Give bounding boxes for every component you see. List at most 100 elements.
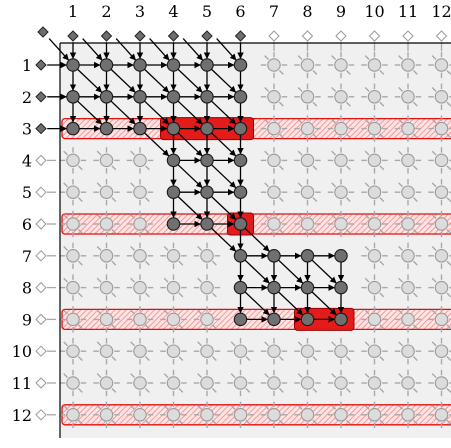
column-label-12: 12 <box>431 2 451 21</box>
node-r11-c11 <box>401 376 415 390</box>
spoke-r3c12-5 <box>446 133 451 139</box>
spoke-r8c1-5 <box>77 292 83 298</box>
edge-r3c5-r4c6 <box>211 132 237 157</box>
node-r10-c2 <box>99 344 114 358</box>
node-r9-c9 <box>334 312 348 327</box>
node-r6-c3 <box>133 217 147 231</box>
spoke-r6c12-2 <box>431 214 437 220</box>
node-r7-c4 <box>166 249 181 263</box>
node-r6-c6 <box>233 217 248 231</box>
node-r8-c11 <box>401 280 415 295</box>
spoke-r12c7-5 <box>278 419 284 425</box>
spoke-r8c11-2 <box>398 277 404 283</box>
spoke-r11c11-2 <box>398 373 404 379</box>
node-r5-c4 <box>166 185 181 199</box>
node-r5-c12 <box>434 185 449 199</box>
spoke-r10c3-5 <box>144 356 150 362</box>
spoke-r11c2-2 <box>96 373 102 379</box>
source-top-col-7 <box>268 30 280 42</box>
source-left-row-2 <box>35 91 47 103</box>
spoke-r1c7-2 <box>264 55 270 61</box>
column-label-7: 7 <box>269 2 279 21</box>
node-r4-c5 <box>200 153 214 168</box>
spoke-r1c10-2 <box>364 55 370 61</box>
node-r4-c8 <box>300 153 315 168</box>
spoke-r9c1-2 <box>63 309 69 315</box>
spoke-r8c5-2 <box>197 277 203 283</box>
node-r11-c8 <box>300 376 315 390</box>
spoke-r8c10-2 <box>364 277 370 283</box>
edge-r2c5-r3c6 <box>211 100 237 125</box>
node-r11-c2 <box>99 376 114 390</box>
spoke-r9c4-5 <box>178 324 184 330</box>
spoke-r11c8-2 <box>297 373 303 379</box>
spoke-r12c4-5 <box>178 419 184 425</box>
node-r9-c3 <box>133 312 147 327</box>
node-r9-c6 <box>233 312 248 327</box>
spoke-r6c2-2 <box>96 214 102 220</box>
spoke-r7c1-2 <box>63 245 69 251</box>
source-diag-c2 <box>82 38 103 61</box>
source-diag-c4 <box>149 38 170 61</box>
spoke-r12c3-2 <box>130 404 136 410</box>
node-r9-c10 <box>367 312 382 327</box>
spoke-r1c11-5 <box>412 69 418 75</box>
spoke-r11c12-5 <box>446 387 451 393</box>
node-r11-c1 <box>66 376 80 390</box>
node-r2-c4 <box>166 90 181 104</box>
spoke-r5c12-2 <box>431 182 437 188</box>
node-r7-c12 <box>434 249 449 263</box>
edge-r8c7-r9c8 <box>278 291 304 316</box>
node-r10-c9 <box>334 344 348 358</box>
node-r10-c7 <box>267 344 281 358</box>
spoke-r5c11-5 <box>412 197 418 203</box>
spoke-r10c8-2 <box>297 341 303 347</box>
node-r1-c10 <box>367 58 382 72</box>
source-diag-c3 <box>115 38 136 61</box>
spoke-r4c3-5 <box>144 165 150 171</box>
edge-r3c3-r4c4 <box>144 132 170 157</box>
spoke-r6c1-5 <box>77 228 83 234</box>
node-r6-c5 <box>200 217 214 231</box>
spoke-r12c6-2 <box>230 404 236 410</box>
spoke-r9c1-5 <box>77 324 83 330</box>
row-label-5: 5 <box>22 183 32 202</box>
spoke-r3c12-2 <box>431 118 437 124</box>
node-r2-c3 <box>133 90 147 104</box>
spoke-r12c8-5 <box>312 419 318 425</box>
spoke-r10c8-5 <box>312 356 318 362</box>
node-r6-c4 <box>166 217 181 231</box>
grid-background <box>60 43 451 438</box>
spoke-r8c10-5 <box>379 292 385 298</box>
spoke-r7c12-2 <box>431 245 437 251</box>
spoke-r8c11-5 <box>412 292 418 298</box>
spoke-r8c12-2 <box>431 277 437 283</box>
edge-r1c2-r2c3 <box>110 68 136 93</box>
spoke-r2c8-5 <box>312 101 318 107</box>
edge-r6c5-r7c6 <box>211 227 237 252</box>
source-diag-c5 <box>182 38 203 61</box>
spoke-r10c1-2 <box>63 341 69 347</box>
spoke-r10c6-2 <box>230 341 236 347</box>
spoke-r10c2-2 <box>96 341 102 347</box>
column-label-3: 3 <box>135 2 145 21</box>
spoke-r4c9-2 <box>331 150 337 156</box>
spoke-r7c5-2 <box>197 245 203 251</box>
node-r5-c3 <box>133 185 147 199</box>
node-r3-c2 <box>99 121 114 136</box>
spoke-r11c3-2 <box>130 373 136 379</box>
node-r1-c3 <box>133 58 147 72</box>
spoke-r3c8-5 <box>312 133 318 139</box>
spoke-r5c12-5 <box>446 197 451 203</box>
spoke-r10c10-5 <box>379 356 385 362</box>
source-top-col-3 <box>134 30 146 42</box>
source-top-col-5 <box>201 30 213 42</box>
source-left-row-3 <box>35 122 47 135</box>
node-r4-c4 <box>166 153 181 168</box>
spoke-r12c2-2 <box>96 404 102 410</box>
node-r9-c2 <box>99 312 114 327</box>
node-r12-c8 <box>300 408 315 422</box>
spoke-r7c11-5 <box>412 260 418 266</box>
spoke-r4c10-5 <box>379 165 385 171</box>
